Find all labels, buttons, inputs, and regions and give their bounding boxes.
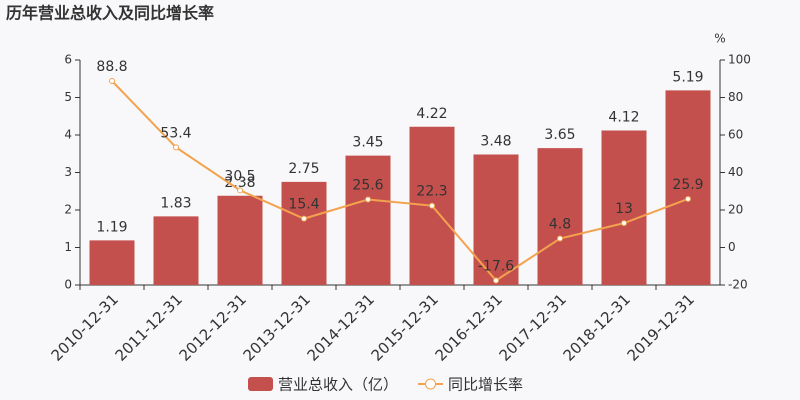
x-tick-label: 2018-12-31 [560, 290, 634, 364]
x-tick-label: 2014-12-31 [304, 290, 378, 364]
legend-label: 营业总收入（亿） [278, 376, 398, 394]
y-tick-label: 3 [64, 165, 72, 179]
line-value-label: 4.8 [549, 217, 571, 233]
bar [601, 130, 647, 285]
line [111, 80, 689, 282]
legend-swatch [248, 377, 273, 391]
bar-value-label: 2.38 [224, 175, 255, 191]
y-tick-label: 2 [64, 203, 72, 217]
bar-value-label: 1.83 [160, 195, 191, 211]
bar-value-label: 2.75 [288, 161, 319, 177]
x-tick-label: 2016-12-31 [432, 290, 506, 364]
line-point [621, 220, 627, 227]
x-tick-label: 2017-12-31 [496, 290, 570, 364]
bar-value-label: 3.65 [544, 127, 575, 143]
bar-value-label: 3.45 [352, 135, 383, 151]
bar-value-label: 4.22 [416, 106, 447, 122]
x-tick-label: 2011-12-31 [112, 290, 186, 364]
line-point [429, 202, 435, 209]
bar [153, 216, 199, 285]
bar-value-label: 4.12 [608, 110, 639, 126]
y2-tick-label: 80 [728, 90, 743, 104]
line-point [173, 144, 179, 151]
line-value-label: 30.5 [224, 168, 255, 184]
bar-value-label: 5.19 [672, 69, 703, 85]
line-value-label: 25.9 [672, 177, 703, 193]
chart-title: 历年营业总收入及同比增长率 [6, 4, 214, 23]
y2-tick-label: 100 [728, 53, 751, 67]
line-value-label: 22.3 [416, 184, 447, 200]
y2-tick-label: -20 [728, 278, 748, 292]
y2-tick-label: 20 [728, 203, 743, 217]
bar [89, 240, 135, 285]
x-tick-label: 2010-12-31 [48, 290, 122, 364]
x-tick-label: 2012-12-31 [176, 290, 250, 364]
bar-value-label: 1.19 [96, 219, 127, 235]
line-value-label: 13 [615, 201, 633, 217]
y-tick-label: 1 [64, 240, 72, 254]
bar [537, 148, 583, 285]
y2-tick-label: 60 [728, 128, 743, 142]
line-point [365, 196, 371, 203]
y2-axis-label: % [714, 32, 725, 46]
line-value-label: 88.8 [96, 59, 127, 75]
x-tick-label: 2013-12-31 [240, 290, 314, 364]
line-value-label: -17.6 [478, 259, 514, 275]
bar [217, 195, 263, 285]
legend-label: 同比增长率 [448, 376, 523, 394]
legend-swatch-marker [425, 378, 437, 390]
bar [665, 90, 711, 285]
line-point [109, 78, 115, 84]
line-value-label: 53.4 [160, 125, 191, 141]
line-value-label: 15.4 [288, 197, 319, 213]
line-point [557, 235, 563, 242]
y-tick-label: 6 [64, 53, 72, 67]
line-point [685, 195, 691, 202]
bar-value-label: 3.48 [480, 134, 511, 150]
y-tick-label: 4 [64, 128, 72, 142]
y-tick-label: 0 [64, 278, 72, 292]
x-tick-label: 2015-12-31 [368, 290, 442, 364]
bar [345, 155, 391, 285]
line-point [237, 187, 243, 194]
line-point [301, 215, 307, 222]
bar [281, 181, 327, 285]
y2-tick-label: 40 [728, 165, 743, 179]
line-value-label: 25.6 [352, 178, 383, 194]
y2-tick-label: 0 [728, 240, 736, 254]
line-point [493, 277, 499, 284]
y-tick-label: 5 [64, 90, 72, 104]
x-tick-label: 2019-12-31 [624, 290, 698, 364]
